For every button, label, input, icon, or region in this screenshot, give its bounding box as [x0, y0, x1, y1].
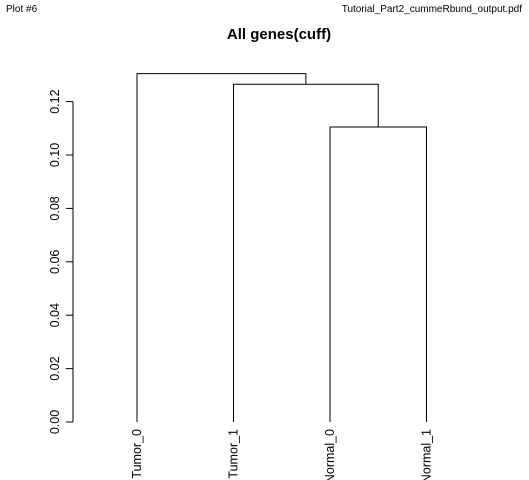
leaf-labels: Tumor_0 Tumor_1 Normal_0 Normal_1 — [130, 429, 434, 480]
y-tick-label-0: 0.00 — [48, 410, 62, 434]
leaf-label-Normal_0: Normal_0 — [323, 429, 337, 480]
dendrogram-branches — [136, 73, 427, 422]
branch-2 — [136, 73, 307, 422]
leaf-label-Tumor_1: Tumor_1 — [227, 429, 241, 479]
plot-label: Plot #6 — [6, 4, 38, 15]
y-tick-label-6: 0.12 — [48, 89, 62, 113]
branch-1 — [233, 83, 379, 422]
y-tick-label-2: 0.04 — [48, 303, 62, 327]
branch-0 — [329, 126, 427, 422]
y-tick-label-3: 0.06 — [48, 250, 62, 274]
chart-title: All genes(cuff) — [227, 26, 331, 43]
leaf-label-Tumor_0: Tumor_0 — [130, 429, 144, 479]
y-tick-label-1: 0.02 — [48, 356, 62, 380]
leaf-label-Normal_1: Normal_1 — [420, 429, 434, 480]
y-axis: 0.00 0.02 0.04 0.06 0.08 0.10 0.12 — [48, 89, 74, 434]
file-name: Tutorial_Part2_cummeRbund_output.pdf — [341, 4, 522, 15]
y-tick-label-5: 0.10 — [48, 143, 62, 167]
y-tick-label-4: 0.08 — [48, 196, 62, 220]
